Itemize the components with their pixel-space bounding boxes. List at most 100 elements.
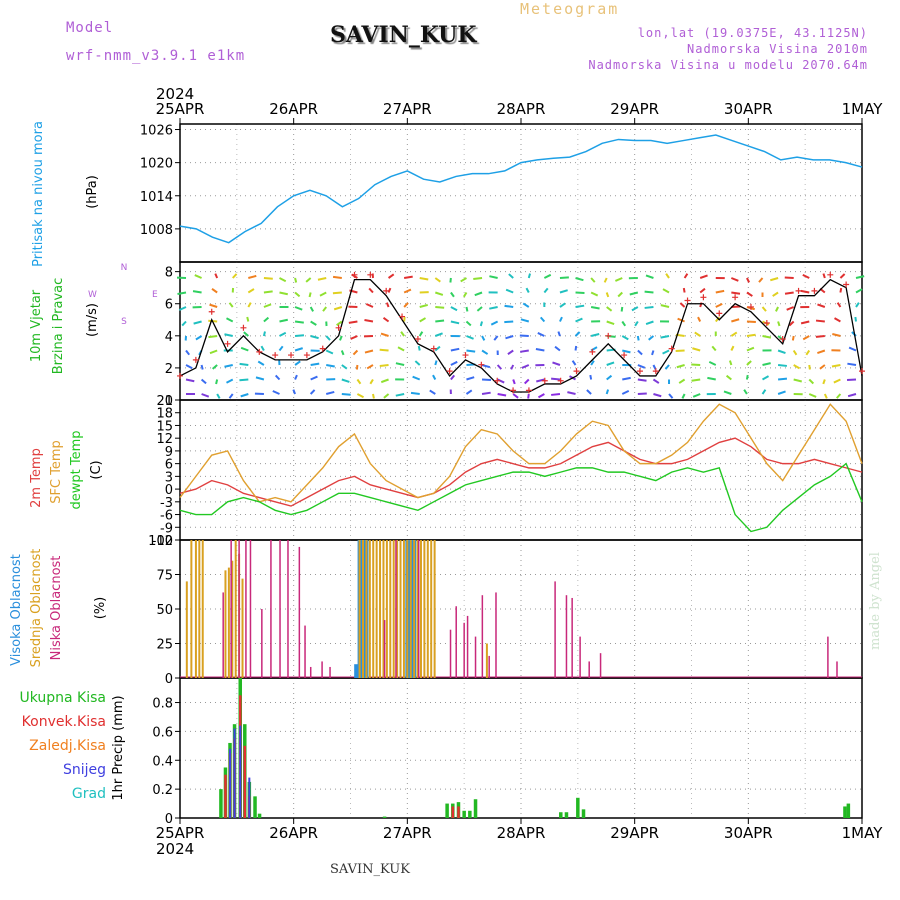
- cloud-mid-bar: [185, 581, 188, 678]
- wind-barb: [746, 291, 753, 297]
- cloud-low-bar: [495, 592, 497, 678]
- wind-barb: [833, 378, 841, 384]
- wind-barb: [226, 378, 234, 384]
- wind-barb: [239, 378, 249, 382]
- wind-barb: [294, 334, 305, 337]
- wind-barb: [761, 389, 767, 395]
- cloud-mid-bar: [368, 540, 371, 678]
- ytick-label-clouds: 100: [148, 534, 173, 549]
- wind-barb: [365, 303, 374, 308]
- wind-barb: [831, 364, 841, 368]
- cloud-mid-bar: [426, 540, 429, 678]
- precip-legend-item: Ukupna Kisa: [19, 690, 106, 706]
- wind-barb: [356, 393, 365, 399]
- wind-barb: [465, 389, 473, 395]
- wind-barb: [692, 393, 701, 398]
- cloud-low-bar: [836, 661, 838, 678]
- wind-barb: [629, 291, 639, 296]
- wind-barb: [262, 331, 266, 337]
- wind-barb: [400, 331, 405, 337]
- wind-barb: [575, 277, 584, 282]
- wind-gust-marker: [573, 368, 580, 375]
- wind-barb: [537, 332, 545, 337]
- precip-total-bar: [564, 812, 569, 818]
- wind-barb: [525, 287, 530, 293]
- wind-barb: [255, 376, 265, 381]
- cloud-low-bar: [474, 636, 477, 678]
- wind-barb: [356, 378, 362, 385]
- wind-barb: [590, 277, 596, 283]
- wind-barb: [215, 379, 219, 385]
- wind-barb: [746, 333, 756, 337]
- wind-gust-markers: [177, 271, 865, 394]
- wind-barb: [800, 320, 810, 325]
- wind-barbs: [176, 273, 865, 399]
- wind-barb: [651, 350, 655, 356]
- wind-barb: [645, 274, 654, 279]
- wind-barb: [508, 273, 514, 279]
- wind-barb: [605, 292, 610, 298]
- ytick-label-temperature: 12: [156, 432, 173, 447]
- wind-barb: [185, 349, 191, 356]
- wind-barb: [380, 378, 389, 384]
- wind-barb: [678, 378, 686, 384]
- wind-barb: [745, 374, 749, 380]
- wind-barb: [497, 393, 507, 397]
- wind-barb: [648, 335, 655, 341]
- wind-direction-key: W: [88, 290, 97, 300]
- wind-barb: [746, 346, 755, 352]
- wind-barb: [637, 392, 647, 395]
- wind-barb: [414, 360, 421, 366]
- cloud-low-bar: [321, 661, 323, 678]
- wind-barb: [466, 335, 474, 340]
- wind-barb: [195, 335, 203, 341]
- wind-barb: [450, 306, 458, 312]
- pressure-line: [179, 134, 863, 244]
- wind-barb: [805, 349, 811, 356]
- ytick-label-clouds: 0: [165, 672, 173, 687]
- wind-barb: [239, 362, 249, 366]
- xtick-label-bottom: 25APR: [156, 824, 205, 842]
- wind-barb: [792, 349, 798, 356]
- cloud-mid-bar: [227, 567, 230, 678]
- wind-barb: [808, 378, 815, 385]
- wind-barb: [691, 378, 701, 382]
- xtick-label-top: 28APR: [497, 100, 546, 118]
- wind-barb: [403, 288, 412, 294]
- ytick-label-wind: 6: [165, 298, 173, 313]
- wind-barb: [481, 364, 491, 369]
- wind-barb: [294, 360, 301, 366]
- wind-barb: [606, 374, 613, 381]
- precip-legend-item: Grad: [72, 786, 106, 802]
- wind-barb: [412, 375, 421, 381]
- wind-barb: [272, 390, 280, 395]
- cloud-low-bar: [488, 655, 490, 678]
- wind-barb: [332, 275, 342, 279]
- wind-gust-marker: [636, 368, 643, 375]
- ylabel-wind-2: Brzina i Pravac: [51, 278, 66, 375]
- ytick-label-temperature: 0: [165, 483, 173, 498]
- wind-gust-marker: [192, 356, 199, 363]
- wind-barb: [731, 291, 741, 295]
- ylabel-cloud-high: Visoka Oblacnost: [9, 554, 24, 666]
- wind-barb: [571, 360, 577, 366]
- wind-barb: [294, 291, 301, 298]
- wind-barb: [368, 287, 374, 294]
- wind-barb: [728, 360, 733, 366]
- wind-gust-marker: [383, 287, 390, 294]
- wind-barb: [278, 345, 284, 352]
- cloud-low-bar: [554, 581, 556, 678]
- wind-barb: [631, 306, 639, 312]
- wind-barb: [800, 289, 810, 294]
- wind-barb: [364, 319, 374, 323]
- wind-barb: [310, 320, 317, 326]
- wind-barb: [178, 306, 187, 311]
- wind-barb: [590, 306, 600, 310]
- cloud-mid-bar: [430, 540, 433, 678]
- ytick-label-precip: 0.6: [152, 725, 173, 740]
- precip-total-bar: [219, 789, 223, 818]
- wind-barb: [208, 335, 218, 339]
- dewpoint-line: [179, 462, 863, 533]
- wind-barb: [260, 345, 265, 351]
- wind-barb: [512, 393, 519, 399]
